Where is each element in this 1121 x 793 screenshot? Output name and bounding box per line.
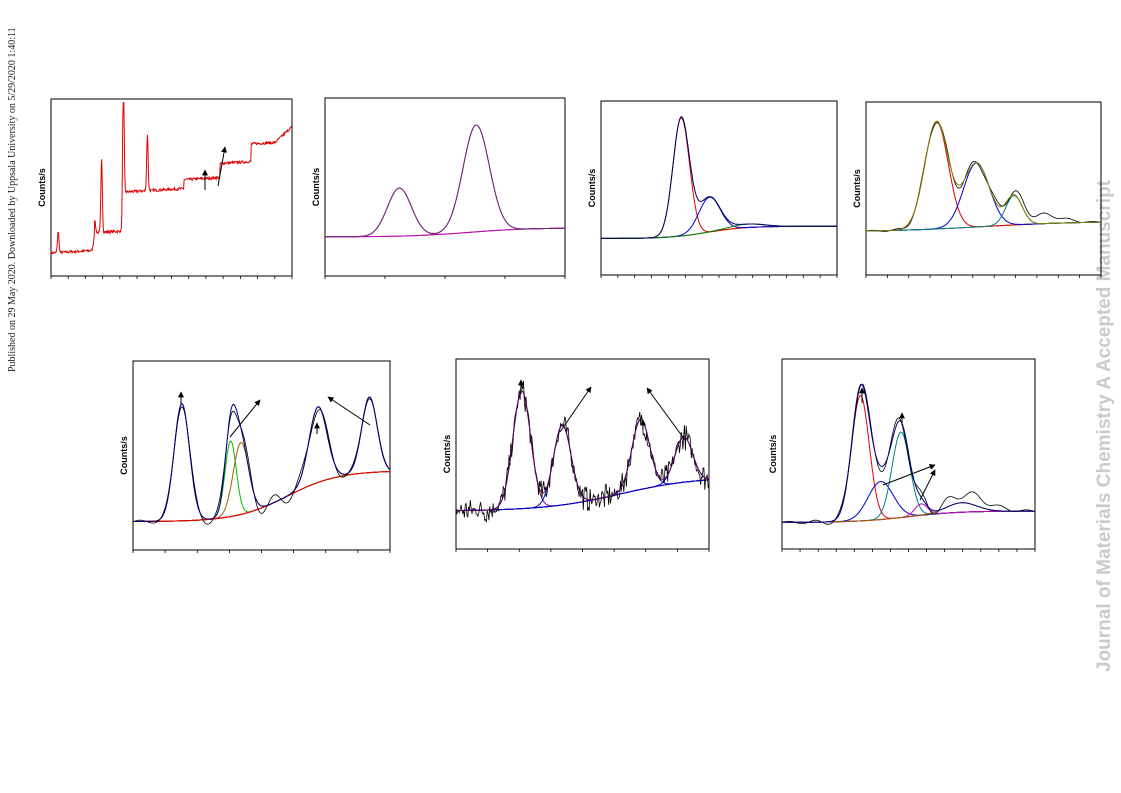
panel: Counts/s: [311, 97, 566, 279]
y-axis-label: Counts/s: [119, 436, 129, 475]
y-axis-label: Counts/s: [311, 168, 321, 207]
fit-component: [601, 117, 837, 239]
panel-frame: [865, 101, 1102, 276]
background: [325, 227, 566, 238]
panel: Counts/s: [37, 98, 293, 279]
raw-spectrum: [781, 383, 1036, 525]
fit-component: [782, 481, 1035, 523]
fit-component: [782, 502, 1035, 523]
panel: Counts/s: [119, 360, 391, 553]
arrow: [646, 387, 686, 441]
panel-frame: [455, 358, 710, 550]
background: [601, 225, 837, 239]
fit-envelope: [782, 383, 1035, 523]
panel: Counts/s: [852, 101, 1102, 278]
panel: Counts/s: [768, 358, 1036, 552]
y-axis-label: Counts/s: [37, 168, 47, 207]
fit-component: [601, 196, 837, 239]
y-axis-label: Counts/s: [442, 435, 452, 474]
fit-envelope: [325, 124, 566, 238]
side-note: Published on 29 May 2020. Downloaded by …: [7, 27, 18, 372]
raw-spectrum: [865, 122, 1102, 232]
fit-component: [782, 431, 1035, 523]
fit-component: [866, 121, 1101, 232]
spectrum: [50, 102, 293, 255]
panel: Counts/s: [587, 100, 838, 278]
arrow: [882, 464, 936, 486]
fit-envelope: [133, 396, 391, 522]
fit-component: [133, 440, 391, 522]
fit-envelope: [866, 120, 1101, 232]
background: [133, 471, 391, 522]
fit-component: [866, 162, 1101, 232]
fit-component: [133, 442, 391, 522]
arrow: [229, 399, 261, 438]
y-axis-label: Counts/s: [768, 435, 778, 474]
arrow: [559, 386, 592, 433]
watermark: Journal of Materials Chemistry A Accepte…: [1094, 179, 1115, 672]
panel-frame: [132, 360, 391, 551]
y-axis-label: Counts/s: [852, 169, 862, 208]
fit-component: [325, 187, 566, 238]
fit-component: [133, 402, 391, 522]
arrow: [327, 396, 371, 426]
fit-component: [133, 396, 391, 522]
arrow: [919, 469, 936, 501]
fit-component: [133, 406, 391, 522]
fit-component: [866, 194, 1101, 232]
fit-envelope: [455, 390, 710, 512]
panel-frame: [600, 100, 838, 276]
fit-component: [325, 124, 566, 238]
raw-spectrum: [455, 380, 710, 523]
arrow: [217, 146, 227, 187]
panel: Counts/s: [442, 358, 710, 552]
y-axis-label: Counts/s: [587, 169, 597, 208]
fit-envelope: [601, 116, 837, 239]
panel-frame: [324, 97, 566, 277]
